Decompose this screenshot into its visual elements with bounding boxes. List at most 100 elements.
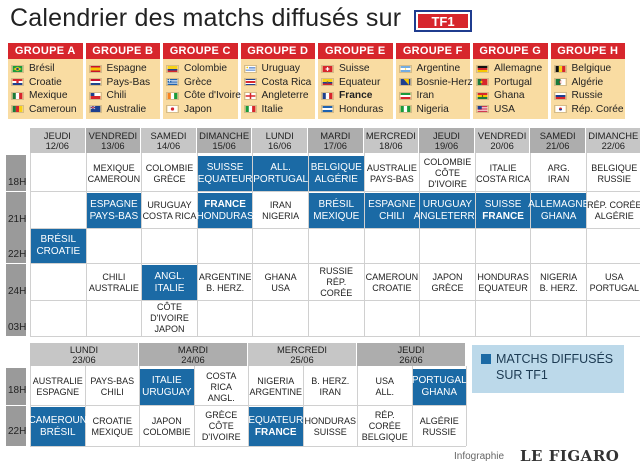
team-row: Costa Rica	[243, 76, 316, 90]
team-label: ARGENTINE	[198, 271, 252, 282]
match-cell: RÉP. CORÉE ALGÉRIE	[587, 193, 640, 228]
hour-label: 18H	[8, 385, 27, 396]
legend: MATCHS DIFFUSÉS SUR TF1	[472, 345, 624, 393]
tf1-logo-text: TF1	[431, 14, 454, 29]
group-team-list: Brésil Croatie Mexique Cameroun	[8, 59, 83, 119]
flag-icon	[398, 105, 412, 114]
team-row: Cameroun	[11, 103, 83, 117]
match-cell: URUGUAY COSTA RICA	[142, 193, 197, 228]
day-name: MERCREDI	[365, 129, 416, 141]
team-label: ITALIE	[154, 282, 185, 294]
match-cell: AUSTRALIE PAYS-BAS	[365, 156, 420, 191]
flag-icon	[166, 78, 179, 87]
team-name: Nigeria	[416, 103, 449, 115]
day-date: 25/06	[290, 353, 314, 365]
group-header: GROUPE F	[395, 43, 470, 59]
match-cell: MEXIQUE CAMEROUN	[87, 156, 142, 191]
col-divider	[308, 153, 309, 336]
team-label: ALGÉRIE	[314, 173, 358, 185]
team-label: EQUATEUR	[248, 414, 304, 426]
team-row: Algérie	[553, 76, 626, 90]
team-label: IRAN	[269, 199, 292, 210]
day-header: MERCREDI 18/06	[363, 128, 420, 153]
team-name: Mexique	[29, 90, 68, 102]
col-divider	[85, 153, 87, 336]
team-label: EQUATEUR	[197, 173, 253, 185]
flag-icon	[166, 64, 179, 73]
day-date: 17/06	[323, 139, 348, 151]
team-label: GHANA	[540, 210, 577, 222]
team-label: SUISSE	[484, 198, 522, 210]
team-label: IRAN	[319, 387, 341, 397]
flag-icon	[553, 105, 567, 114]
match-cell: COLOMBIE CÔTE D'IVOIRE	[420, 156, 475, 191]
team-name: France	[339, 90, 373, 102]
team-label: ARG.	[547, 162, 570, 173]
team-label: GRÈCE	[431, 282, 464, 293]
day-header: MARDI 24/06	[139, 343, 248, 366]
day-name: VENDREDI	[477, 129, 527, 141]
team-label: RUSSIE	[422, 426, 456, 437]
team-label: ALL.	[375, 387, 394, 397]
team-label: BELGIQUE	[310, 161, 362, 173]
group-team-list: Colombie Grèce Côte d'Ivoire Japon	[163, 59, 241, 119]
team-row: Croatie	[11, 76, 83, 90]
team-row: Brésil	[11, 62, 83, 76]
team-label: ARGENTINE	[249, 387, 302, 397]
flag-icon	[11, 64, 24, 73]
flag-icon	[88, 91, 102, 100]
group-header: GROUPE G	[473, 43, 548, 59]
team-label: ALL.	[270, 161, 291, 173]
team-label: CHILI	[379, 210, 405, 222]
team-row: Equateur	[321, 76, 393, 90]
match-cell-tf1: URUGUAY ANGLETERRE	[414, 193, 481, 228]
team-label: URUGUAY	[422, 198, 473, 210]
team-label: ANGLETERRE	[413, 210, 482, 222]
day-header: LUNDI 16/06	[252, 128, 308, 153]
team-name: Japon	[184, 103, 212, 115]
day-name: LUNDI	[69, 343, 99, 355]
group-team-list: Uruguay Costa Rica Angleterre Italie	[240, 59, 316, 119]
group-card: GROUPE D Uruguay Costa Rica Angleterre Ital…	[240, 43, 316, 119]
hour-label: 24H	[8, 286, 27, 297]
hour-band	[6, 300, 26, 336]
team-label: PORTUGAL	[589, 282, 639, 293]
team-label: PAYS-BAS	[89, 210, 139, 222]
team-label: CÔTE	[156, 302, 182, 312]
match-cell-tf1: ALLEMAGNE GHANA	[528, 193, 589, 228]
team-label: CROATIE	[92, 415, 132, 426]
group-header: GROUPE D	[240, 43, 315, 59]
team-row: Nigeria	[398, 103, 471, 117]
team-name: Angleterre	[261, 90, 309, 102]
day-date: 18/06	[379, 139, 403, 151]
col-divider	[30, 153, 31, 336]
team-name: Australie	[106, 103, 147, 115]
team-label: SUISSE	[313, 426, 347, 437]
group-card: GROUPE G Allemagne Portugal Ghana USA	[473, 43, 548, 119]
match-cell-tf1: ESPAGNE CHILI	[364, 193, 420, 228]
match-cell: NIGERIA B. HERZ.	[531, 265, 586, 300]
day-name: MERCREDI	[276, 343, 327, 355]
day-name: SAMEDI	[150, 129, 187, 141]
match-cell: HONDURAS EQUATEUR	[476, 265, 531, 300]
match-cell: RUSSIE RÉP. CORÉE	[309, 265, 364, 300]
day-header: JEUDI 12/06	[30, 128, 86, 153]
team-name: Italie	[261, 103, 284, 115]
team-label: B. HERZ.	[539, 282, 578, 293]
team-label: JAPON	[151, 415, 182, 426]
hour-label: 18H	[8, 177, 27, 188]
team-label: IRAN	[547, 173, 570, 184]
day-date: 20/06	[490, 139, 514, 151]
team-row: Mexique	[11, 89, 83, 103]
flag-icon	[553, 91, 567, 100]
match-cell: RÉP. CORÉE BELGIQUE	[358, 407, 412, 446]
flag-icon	[88, 64, 102, 73]
match-cell: JAPON COLOMBIE	[140, 407, 194, 446]
day-header: SAMEDI 21/06	[530, 128, 586, 153]
team-label: FRANCE	[482, 210, 524, 222]
col-divider	[530, 153, 532, 336]
team-label: MEXIQUE	[91, 426, 133, 437]
match-cell-tf1: CAMEROUN BRÉSIL	[29, 407, 87, 446]
team-name: Portugal	[494, 76, 532, 88]
hour-band	[6, 192, 26, 228]
